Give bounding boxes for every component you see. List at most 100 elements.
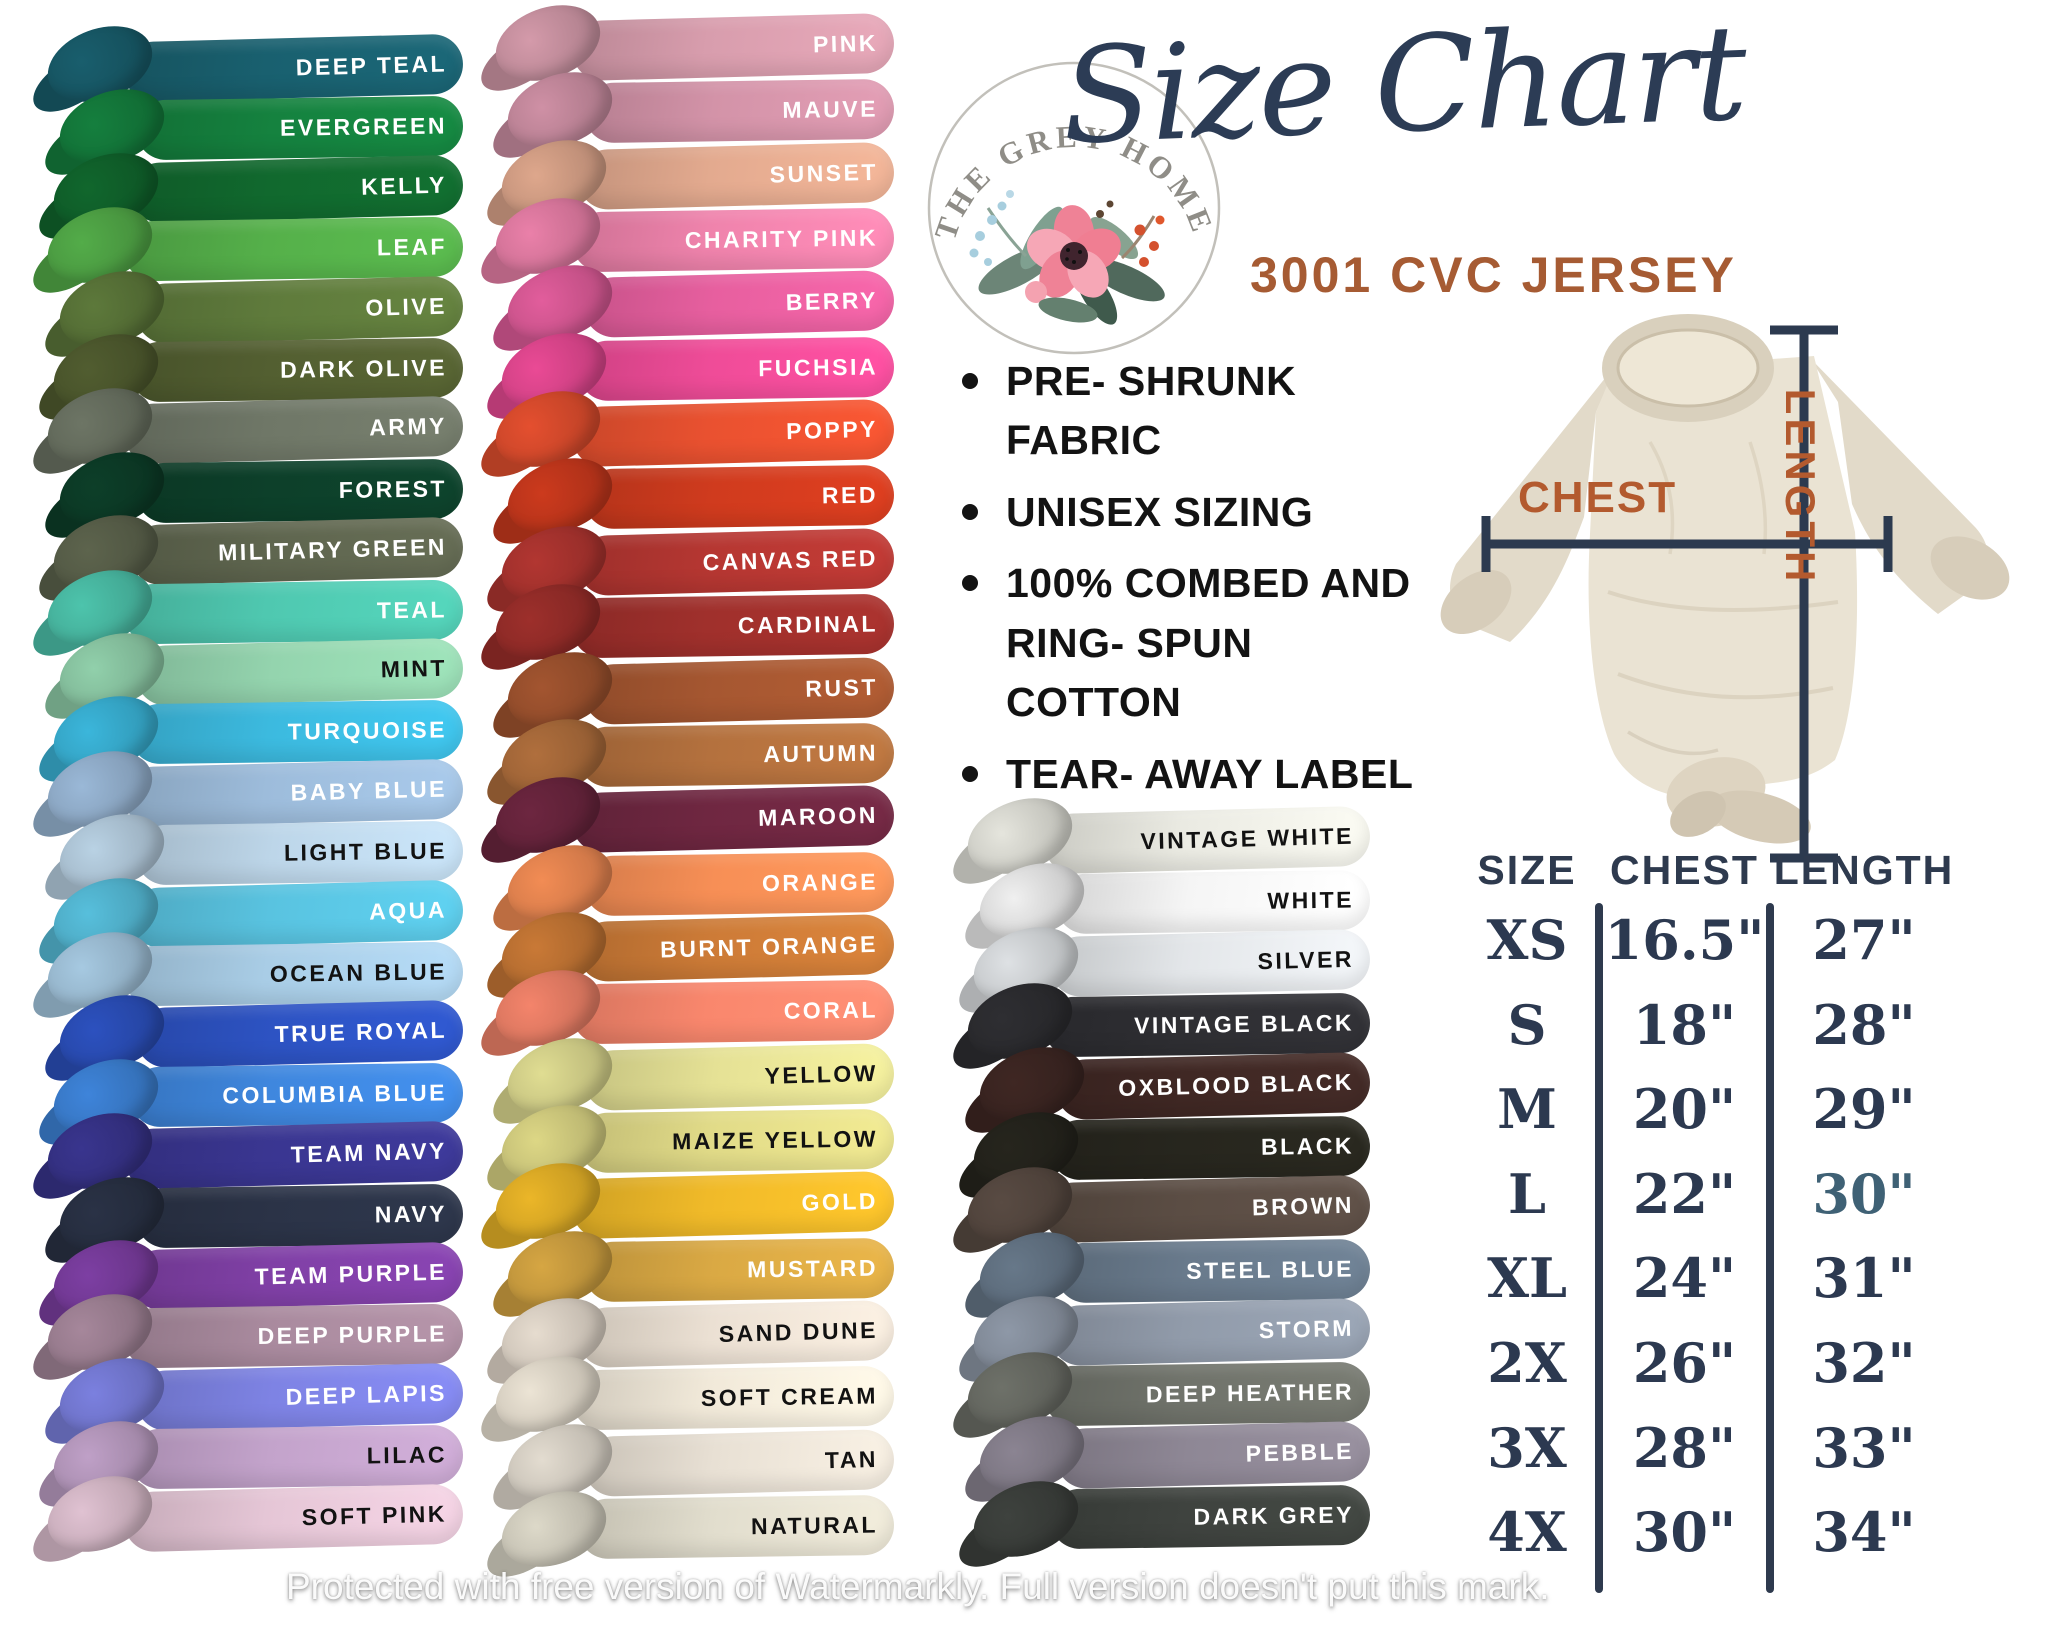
brand-logo: THE GREY HOME CO. <box>904 20 1230 360</box>
color-name-label: DEEP TEAL <box>295 50 448 81</box>
measurement-lines <box>1481 325 1893 863</box>
fabric-swatch: NATURAL <box>577 1494 895 1560</box>
color-name-label: AQUA <box>368 896 448 925</box>
color-name-label: VINTAGE WHITE <box>1140 822 1355 855</box>
color-name-label: KELLY <box>360 171 448 200</box>
watermark-text: Protected with free version of Watermark… <box>286 1566 1550 1607</box>
color-name-label: OXBLOOD BLACK <box>1118 1068 1355 1101</box>
size-table-cell-chest: 30" <box>1632 1500 1737 1565</box>
length-measure-label: LENGTH <box>1777 389 1824 586</box>
floral-bouquet-icon <box>969 190 1165 325</box>
size-table-cell-length: 28" <box>1812 992 1916 1057</box>
color-name-label: PINK <box>812 29 879 58</box>
color-name-label: FOREST <box>338 475 448 503</box>
color-name-label: DEEP LAPIS <box>285 1379 448 1410</box>
size-table-cell-chest: 28" <box>1632 1415 1737 1480</box>
color-name-label: SAND DUNE <box>718 1316 879 1347</box>
size-table-cell-chest: 26" <box>1632 1331 1737 1395</box>
fabric-swatch: DARK GREY <box>1049 1484 1371 1549</box>
color-name-label: LEAF <box>376 233 448 261</box>
feature-text: UNISEX SIZING <box>1006 488 1314 535</box>
chest-measure-label: CHEST <box>1518 473 1677 522</box>
color-name-label: SOFT PINK <box>301 1500 448 1530</box>
feature-text: PRE- SHRUNK FABRIC <box>1006 358 1297 464</box>
color-name-label: STORM <box>1258 1314 1355 1344</box>
color-name-label: DEEP HEATHER <box>1145 1377 1355 1407</box>
swatch-row: NATURAL <box>477 1477 896 1590</box>
color-name-label: MAUVE <box>782 95 879 124</box>
size-table-cell-size: M <box>1497 1077 1557 1142</box>
color-name-label: OLIVE <box>365 292 448 321</box>
size-table-cell-size: L <box>1508 1161 1546 1226</box>
color-name-label: SUNSET <box>769 158 879 188</box>
page-title: Size Chart <box>1059 0 1748 175</box>
size-table-cell-size: 4X <box>1487 1500 1567 1565</box>
feature-item: TEAR- AWAY LABEL <box>958 745 1438 804</box>
fabric-swatch: SOFT PINK <box>123 1483 464 1553</box>
swatch-column-pinks-reds-yellows: PINK MAUVE SUNSET CHARITY PINK BERRY FUCHSIA P… <box>471 0 896 1638</box>
size-table-cell-length: 34" <box>1812 1500 1916 1565</box>
color-name-label: TRUE ROYAL <box>274 1017 448 1048</box>
color-name-label: RUST <box>804 673 879 702</box>
size-table-cell-chest: 20" <box>1632 1077 1737 1142</box>
color-name-label: WHITE <box>1267 886 1355 914</box>
color-name-label: RED <box>821 481 879 509</box>
feature-text: TEAR- AWAY LABEL <box>1006 750 1414 797</box>
brand-logo-graphic: THE GREY HOME CO. <box>904 20 1221 355</box>
bullet-dot-icon <box>962 575 978 592</box>
bullet-dot-icon <box>962 503 978 520</box>
color-name-label: STEEL BLUE <box>1186 1255 1355 1284</box>
color-name-label: GOLD <box>801 1188 879 1216</box>
size-table-cell-size: 3X <box>1487 1415 1567 1480</box>
size-table-cell-chest: 18" <box>1632 992 1737 1057</box>
color-name-label: BABY BLUE <box>290 775 448 806</box>
color-name-label: AUTUMN <box>763 739 879 767</box>
shirt-measurement-diagram: CHEST LENGTH <box>1418 292 2046 880</box>
color-name-label: YELLOW <box>764 1059 879 1089</box>
color-name-label: BROWN <box>1251 1191 1355 1221</box>
size-table-cell-size: S <box>1507 992 1547 1057</box>
color-name-label: SILVER <box>1257 945 1355 975</box>
size-table-header-size: SIZE <box>1477 846 1577 893</box>
size-table: SIZE CHEST LENGTH XS 16.5" 27" S 18" 28" M 20" 2… <box>1460 845 2020 1625</box>
feature-item: PRE- SHRUNK FABRIC <box>958 352 1438 471</box>
color-name-label: VINTAGE BLACK <box>1133 1008 1355 1039</box>
color-name-label: CARDINAL <box>737 610 879 639</box>
color-name-label: TEAM PURPLE <box>254 1258 448 1290</box>
size-table-cell-length: 32" <box>1812 1331 1916 1395</box>
feature-text: 100% COMBED AND RING- SPUN COTTON <box>1006 560 1411 726</box>
tshirt-graphic: CHEST LENGTH <box>1440 314 2010 863</box>
size-table-cell-length: 29" <box>1812 1077 1916 1142</box>
color-name-label: POPPY <box>785 415 879 445</box>
color-name-label: MAROON <box>757 801 879 832</box>
size-table-cell-size: 2X <box>1487 1331 1567 1395</box>
size-table-cell-length: 33" <box>1812 1415 1916 1480</box>
color-name-label: EVERGREEN <box>279 112 448 142</box>
color-name-label: BERRY <box>785 287 879 316</box>
size-table-cell-length: 31" <box>1812 1246 1916 1311</box>
feature-item: UNISEX SIZING <box>958 483 1438 542</box>
size-table-cell-size: XS <box>1486 908 1568 972</box>
color-name-label: LIGHT BLUE <box>283 837 448 866</box>
size-table-cell-chest: 16.5" <box>1604 908 1765 972</box>
color-name-label: SOFT CREAM <box>700 1382 879 1412</box>
feature-list: PRE- SHRUNK FABRIC UNISEX SIZING 100% COMB… <box>958 352 1438 816</box>
swatch-row: DARK GREY <box>949 1467 1372 1579</box>
color-name-label: LILAC <box>366 1441 448 1469</box>
color-name-label: MAIZE YELLOW <box>671 1125 879 1155</box>
color-name-label: TAN <box>824 1445 879 1473</box>
bullet-dot-icon <box>962 765 978 782</box>
color-name-label: CHARITY PINK <box>684 224 879 254</box>
color-name-label: TEAL <box>376 595 448 623</box>
color-name-label: TURQUOISE <box>287 716 448 746</box>
size-table-cell-chest: 22" <box>1632 1161 1737 1226</box>
color-name-label: DARK OLIVE <box>279 354 448 383</box>
color-name-label: TEAM NAVY <box>290 1137 448 1168</box>
color-name-label: DEEP PURPLE <box>257 1320 448 1350</box>
size-table-header-length: LENGTH <box>1773 846 1955 893</box>
color-name-label: MINT <box>380 654 448 683</box>
size-table-cell-chest: 24" <box>1632 1246 1737 1311</box>
table-divider-line <box>1595 903 1603 1593</box>
color-name-label: ARMY <box>368 412 448 441</box>
